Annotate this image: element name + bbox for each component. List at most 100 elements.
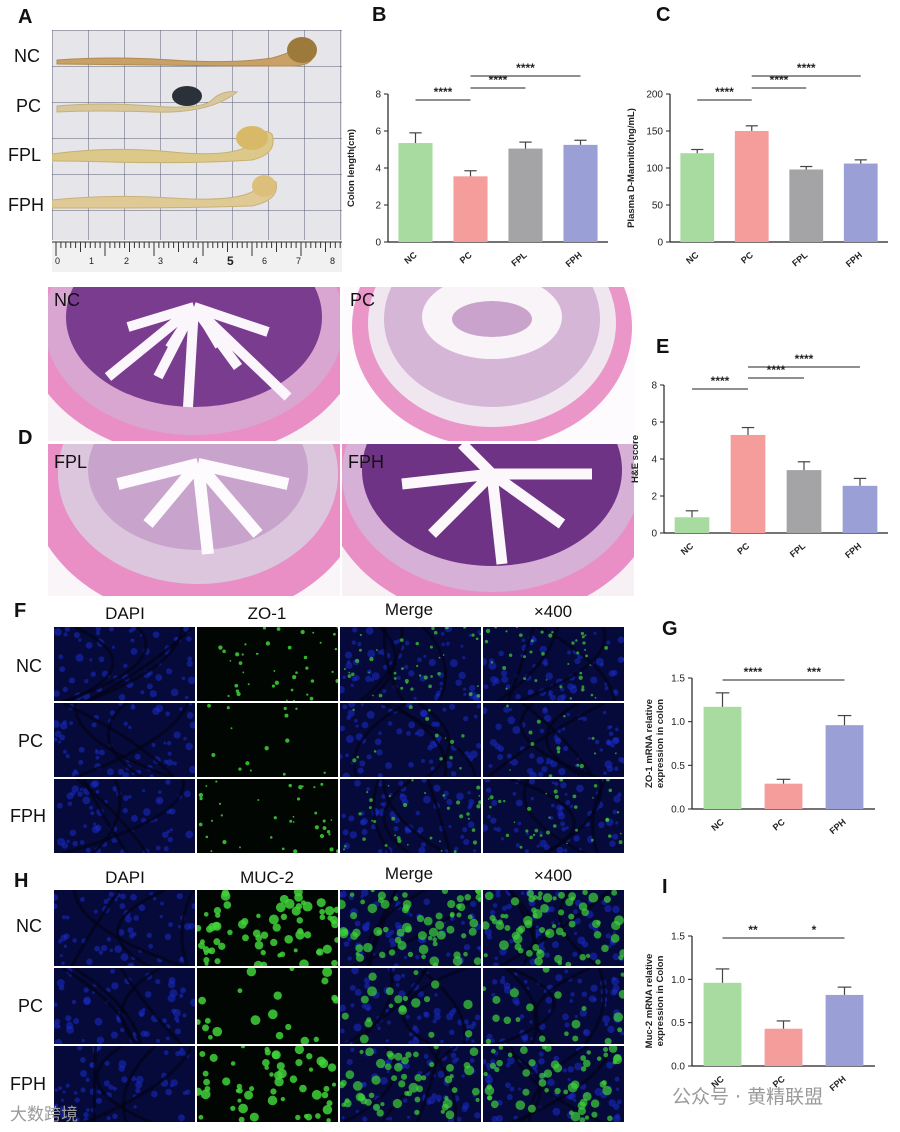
panel-label-a: A xyxy=(18,6,33,28)
y-tick-label: 8 xyxy=(375,90,381,101)
y-tick-label: 2 xyxy=(651,492,657,503)
muc2-tile xyxy=(197,1046,338,1122)
h-row-pc: PC xyxy=(18,996,44,1016)
f-col-x400: ×400 xyxy=(533,602,573,621)
ruler-tick-5: 5 xyxy=(227,254,234,268)
zo1-tile xyxy=(483,627,624,701)
watermark-right: 公众号 · 黄精联盟 xyxy=(672,1086,824,1108)
y-tick-label: 6 xyxy=(651,418,657,429)
y-tick-label: 150 xyxy=(646,127,663,138)
y-tick-label: 0.5 xyxy=(671,761,685,772)
muc2-tile xyxy=(483,968,624,1044)
colon-photo xyxy=(52,30,342,272)
bar-nc xyxy=(703,706,742,809)
y-tick-label: 0.0 xyxy=(671,1062,685,1073)
watermark-left: 大数跨境 xyxy=(10,1105,78,1125)
ruler-tick-0: 0 xyxy=(55,256,61,266)
y-tick-label: 1.5 xyxy=(671,932,685,943)
bar-fph xyxy=(842,485,878,533)
x-tick-label: FPL xyxy=(790,250,810,269)
f-row-nc: NC xyxy=(16,656,42,676)
he-label-fph: FPH xyxy=(348,452,384,472)
panel-label-d: D xyxy=(18,427,33,449)
y-tick-label: 50 xyxy=(652,201,664,212)
y-tick-label: 4 xyxy=(651,455,657,466)
ruler-tick-6: 6 xyxy=(262,256,268,266)
x-tick-label: NC xyxy=(679,541,696,557)
h-col-merge: Merge xyxy=(384,864,434,883)
y-axis-label: ZO-1 mRNA relative xyxy=(644,699,655,788)
he-label-fpl: FPL xyxy=(54,452,88,472)
x-tick-label: FPH xyxy=(564,250,584,269)
x-tick-label: NC xyxy=(709,817,726,833)
muc2-tile xyxy=(54,968,195,1044)
chart-plasma-mannitol: 0 50 100 150 200 NC PC FPL FPH **** **** **** Plasma… xyxy=(626,61,888,269)
significance-label: **** xyxy=(711,374,730,388)
x-tick-label: FPH xyxy=(828,1074,848,1093)
h-row-nc: NC xyxy=(16,916,42,936)
ruler-tick-1: 1 xyxy=(89,256,95,266)
f-col-zo1: ZO-1 xyxy=(247,604,287,623)
panel-label-b: B xyxy=(372,4,387,26)
zo1-tile xyxy=(54,779,195,853)
he-label-nc: NC xyxy=(54,290,80,310)
muc2-tile xyxy=(54,890,195,966)
bar-nc xyxy=(674,517,710,533)
muc2-tile xyxy=(483,890,624,966)
y-tick-label: 8 xyxy=(651,381,657,392)
significance-label: **** xyxy=(516,61,535,75)
bar-pc xyxy=(734,131,769,242)
he-tile-fph xyxy=(342,444,634,596)
y-axis-label: H&E score xyxy=(630,435,641,483)
chart-colon-length: 0 2 4 6 8 NC PC FPL FPH **** **** **** Colon length(… xyxy=(346,61,608,269)
muc2-tile xyxy=(197,890,338,966)
bar-fpl xyxy=(789,169,824,242)
zo1-tile xyxy=(340,779,481,853)
row-label-fpl: FPL xyxy=(8,145,42,165)
bar-nc xyxy=(680,153,715,242)
zo1-tile xyxy=(483,703,624,777)
significance-label: **** xyxy=(489,73,508,87)
bar-pc xyxy=(453,176,488,242)
zo1-tile xyxy=(54,703,195,777)
chart-zo1-mrna: 0.00.51.01.5NC PC FPH**** ***ZO-1 mRNA rela… xyxy=(644,665,875,836)
zo1-tile xyxy=(340,627,481,701)
ruler-tick-7: 7 xyxy=(296,256,302,266)
panel-label-f: F xyxy=(14,600,27,622)
he-tile-pc xyxy=(342,287,634,441)
row-label-fph: FPH xyxy=(8,195,44,215)
x-tick-label: PC xyxy=(739,250,755,266)
bar-fpl xyxy=(508,148,543,242)
significance-label: **** xyxy=(744,665,763,679)
panel-label-g: G xyxy=(662,618,678,640)
f-col-dapi: DAPI xyxy=(105,604,145,623)
x-tick-label: FPH xyxy=(843,541,863,560)
y-axis-label: expression in colon xyxy=(655,699,666,788)
bar-pc xyxy=(764,783,803,809)
y-tick-label: 100 xyxy=(646,164,663,175)
h-col-x400: ×400 xyxy=(533,866,573,885)
muc2-tile xyxy=(340,890,481,966)
bar-fph xyxy=(843,163,878,242)
y-tick-label: 0.5 xyxy=(671,1018,685,1029)
bar-nc xyxy=(398,143,433,242)
y-tick-label: 1.5 xyxy=(671,674,685,685)
bar-nc xyxy=(703,982,742,1066)
h-row-fph: FPH xyxy=(10,1074,46,1094)
bar-pc xyxy=(764,1028,803,1066)
bar-fph xyxy=(825,994,864,1066)
panel-label-i: I xyxy=(662,876,668,898)
y-tick-label: 4 xyxy=(375,164,381,175)
colon-photo-drawing xyxy=(52,30,342,272)
bar-pc xyxy=(730,434,766,533)
y-tick-label: 200 xyxy=(646,90,663,101)
h-col-dapi: DAPI xyxy=(105,868,145,887)
significance-label: ** xyxy=(748,923,758,937)
x-tick-label: PC xyxy=(735,541,751,557)
zo1-tile xyxy=(340,703,481,777)
ruler-tick-2: 2 xyxy=(124,256,130,266)
y-tick-label: 6 xyxy=(375,127,381,138)
bar-fph xyxy=(563,144,598,242)
significance-label: *** xyxy=(807,665,821,679)
muc2-tile xyxy=(340,1046,481,1122)
